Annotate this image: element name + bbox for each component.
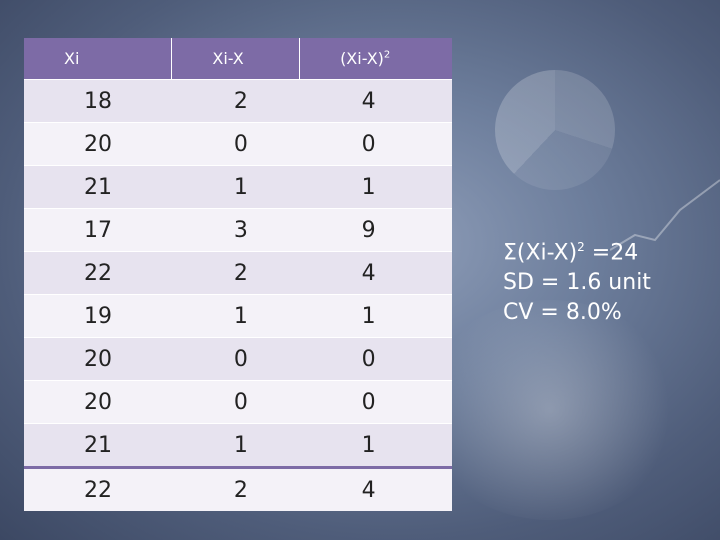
cell-deviation: 0 — [171, 380, 300, 424]
table-row: 18 2 4 — [24, 79, 452, 123]
summary-stats: Σ(Xi-X)2 =24 SD = 1.6 unit CV = 8.0% — [503, 232, 651, 328]
table-row: 21 1 1 — [24, 165, 452, 209]
cell-xi: 20 — [24, 380, 172, 424]
cell-squared: 1 — [299, 423, 452, 468]
cell-deviation: 2 — [171, 466, 300, 511]
background-pie-decoration — [495, 70, 615, 190]
cell-deviation: 0 — [171, 122, 300, 166]
table-row: 22 2 4 — [24, 251, 452, 295]
cell-xi: 17 — [24, 208, 172, 252]
cell-deviation: 2 — [171, 251, 300, 295]
cell-squared: 4 — [299, 251, 452, 295]
deviation-table: Xi Xi-X (Xi-X)2 18 2 4 20 0 0 21 1 1 17 3 9 22 2 4… — [24, 38, 452, 511]
cell-xi: 20 — [24, 122, 172, 166]
cell-xi: 20 — [24, 337, 172, 381]
cell-xi: 19 — [24, 294, 172, 338]
table-header-row: Xi Xi-X (Xi-X)2 — [24, 38, 452, 80]
table-row: 20 0 0 — [24, 337, 452, 381]
cell-deviation: 3 — [171, 208, 300, 252]
cell-deviation: 1 — [171, 165, 300, 209]
cell-xi: 22 — [24, 251, 172, 295]
cell-squared: 0 — [299, 337, 452, 381]
cell-squared: 1 — [299, 165, 452, 209]
standard-deviation: SD = 1.6 unit — [503, 270, 651, 296]
cell-xi: 18 — [24, 79, 172, 123]
table-row: 17 3 9 — [24, 208, 452, 252]
header-xi-minus-x: Xi-X — [171, 38, 301, 80]
cell-squared: 4 — [299, 79, 452, 123]
table-row: 20 0 0 — [24, 380, 452, 424]
cell-squared: 4 — [299, 466, 452, 511]
table-row: 21 1 1 — [24, 423, 452, 468]
table-row: 20 0 0 — [24, 122, 452, 166]
cell-squared: 9 — [299, 208, 452, 252]
header-squared-deviation: (Xi-X)2 — [299, 38, 452, 80]
cell-deviation: 2 — [171, 79, 300, 123]
cell-squared: 1 — [299, 294, 452, 338]
cell-xi: 22 — [24, 466, 172, 511]
sum-of-squares: Σ(Xi-X)2 =24 — [503, 240, 639, 266]
cell-deviation: 1 — [171, 423, 300, 468]
table-row: 19 1 1 — [24, 294, 452, 338]
cell-deviation: 1 — [171, 294, 300, 338]
cell-squared: 0 — [299, 380, 452, 424]
coefficient-of-variation: CV = 8.0% — [503, 300, 622, 326]
header-xi: Xi — [24, 38, 173, 80]
cell-xi: 21 — [24, 165, 172, 209]
cell-xi: 21 — [24, 423, 172, 468]
table-row: 22 2 4 — [24, 466, 452, 511]
cell-squared: 0 — [299, 122, 452, 166]
cell-deviation: 0 — [171, 337, 300, 381]
background-glow — [420, 300, 680, 520]
